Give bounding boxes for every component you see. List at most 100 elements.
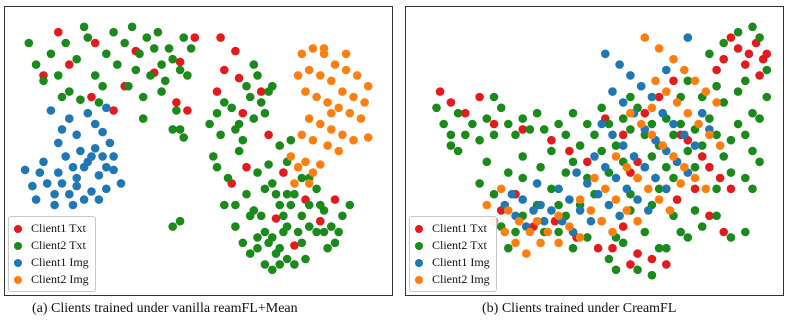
point-client2-img-9 (672, 98, 682, 107)
point-client2-txt-51 (748, 108, 757, 118)
point-client2-txt-43 (212, 108, 222, 118)
point-client1-txt-2 (87, 92, 96, 102)
point-client2-txt-13 (98, 81, 107, 91)
point-client1-img-23 (662, 184, 671, 194)
point-client1-txt-20 (618, 130, 628, 140)
point-client2-txt-79 (654, 243, 664, 253)
point-client1-txt-15 (518, 125, 527, 134)
point-client1-img-17 (20, 165, 30, 175)
point-client1-img-1 (615, 60, 624, 69)
point-client2-img-34 (304, 179, 314, 188)
point-client1-txt-19 (271, 214, 281, 223)
point-client2-txt-34 (676, 119, 685, 129)
point-client2-img-15 (636, 119, 646, 129)
point-client2-txt-102 (733, 27, 743, 37)
point-client2-txt-3 (453, 108, 463, 118)
point-client1-txt-22 (330, 195, 340, 204)
point-client1-img-23 (65, 189, 74, 199)
point-client2-txt-30 (647, 119, 657, 129)
point-client2-txt-119 (489, 92, 499, 102)
point-client2-img-50 (522, 249, 531, 258)
point-client2-txt-16 (113, 60, 122, 69)
point-client2-img-24 (633, 173, 642, 183)
point-client2-txt-9 (83, 33, 93, 42)
point-client2-img-7 (651, 76, 660, 86)
point-client2-img-23 (622, 162, 632, 172)
point-client2-img-15 (312, 92, 321, 102)
point-client1-txt-14 (190, 33, 200, 42)
point-client1-img-27 (94, 195, 104, 204)
point-client1-txt-47 (626, 260, 635, 269)
point-client2-txt-12 (102, 49, 111, 59)
point-client2-txt-92 (618, 238, 628, 248)
point-client2-txt-63 (282, 189, 292, 199)
point-client1-img-11 (76, 146, 85, 156)
point-client2-txt-113 (568, 157, 578, 167)
point-client1-img-6 (98, 127, 107, 137)
point-client2-img-24 (349, 135, 358, 145)
legend-label: Client1 Img (31, 255, 89, 269)
legend-label: Client1 Img (432, 255, 490, 269)
point-client1-txt-26 (256, 87, 266, 96)
point-client2-txt-95 (312, 184, 321, 194)
point-client2-txt-69 (489, 189, 499, 199)
legend-marker-icon (14, 241, 22, 250)
point-client2-txt-69 (231, 222, 240, 231)
point-client1-txt-43 (618, 222, 628, 231)
point-client2-txt-10 (504, 119, 513, 129)
point-client2-txt-84 (726, 233, 736, 242)
point-client1-txt-42 (608, 243, 617, 253)
point-client2-txt-42 (733, 119, 743, 129)
point-client1-txt-10 (435, 87, 445, 96)
point-client2-txt-110 (209, 152, 218, 161)
point-client2-txt-55 (748, 184, 757, 194)
point-client2-img-42 (554, 238, 563, 248)
point-client2-txt-95 (511, 227, 520, 237)
point-client2-txt-97 (168, 222, 177, 231)
point-client2-img-35 (316, 160, 325, 169)
point-client2-img-6 (363, 81, 373, 91)
point-client2-txt-41 (175, 125, 185, 134)
point-client1-img-26 (611, 173, 621, 183)
point-client2-txt-37 (57, 92, 67, 102)
point-client1-txt-17 (565, 146, 574, 156)
point-client2-txt-12 (518, 114, 527, 123)
point-client2-img-26 (308, 135, 318, 145)
point-client1-txt-9 (90, 38, 100, 48)
point-client2-txt-6 (65, 87, 74, 96)
point-client2-img-37 (327, 108, 336, 118)
point-client1-txt-49 (719, 227, 728, 237)
point-client2-txt-108 (536, 162, 545, 172)
point-client2-img-28 (590, 173, 599, 183)
point-client2-txt-11 (94, 98, 104, 107)
point-client1-img-33 (94, 171, 104, 180)
point-client1-img-14 (98, 152, 107, 161)
point-client2-txt-35 (183, 71, 192, 80)
point-client1-img-10 (618, 98, 628, 107)
point-client2-txt-39 (712, 130, 721, 140)
legend-label: Client1 Txt (432, 221, 487, 235)
point-client2-txt-111 (212, 162, 222, 172)
point-client2-txt-16 (547, 146, 556, 156)
point-client2-txt-87 (323, 243, 332, 253)
point-client2-img-10 (327, 76, 336, 86)
point-client2-img-43 (504, 206, 513, 215)
point-client2-txt-27 (157, 60, 166, 69)
point-client2-txt-82 (297, 238, 307, 248)
point-client1-img-5 (658, 108, 667, 118)
point-client2-img-34 (586, 206, 596, 215)
point-client2-txt-74 (253, 243, 262, 253)
point-client2-txt-18 (561, 130, 571, 140)
caption-a: (a) Clients trained under vanilla reamFL… (32, 301, 298, 316)
point-client1-img-43 (518, 195, 527, 204)
point-client1-img-15 (105, 138, 115, 148)
point-client2-txt-4 (461, 130, 470, 140)
point-client2-img-29 (601, 184, 610, 194)
point-client1-txt-34 (669, 76, 678, 86)
point-client1-img-0 (601, 49, 610, 59)
point-client2-img-5 (352, 71, 362, 80)
point-client2-txt-98 (175, 216, 185, 226)
point-client2-img-19 (680, 162, 689, 172)
point-client2-txt-64 (561, 168, 571, 177)
point-client1-img-0 (46, 106, 56, 115)
